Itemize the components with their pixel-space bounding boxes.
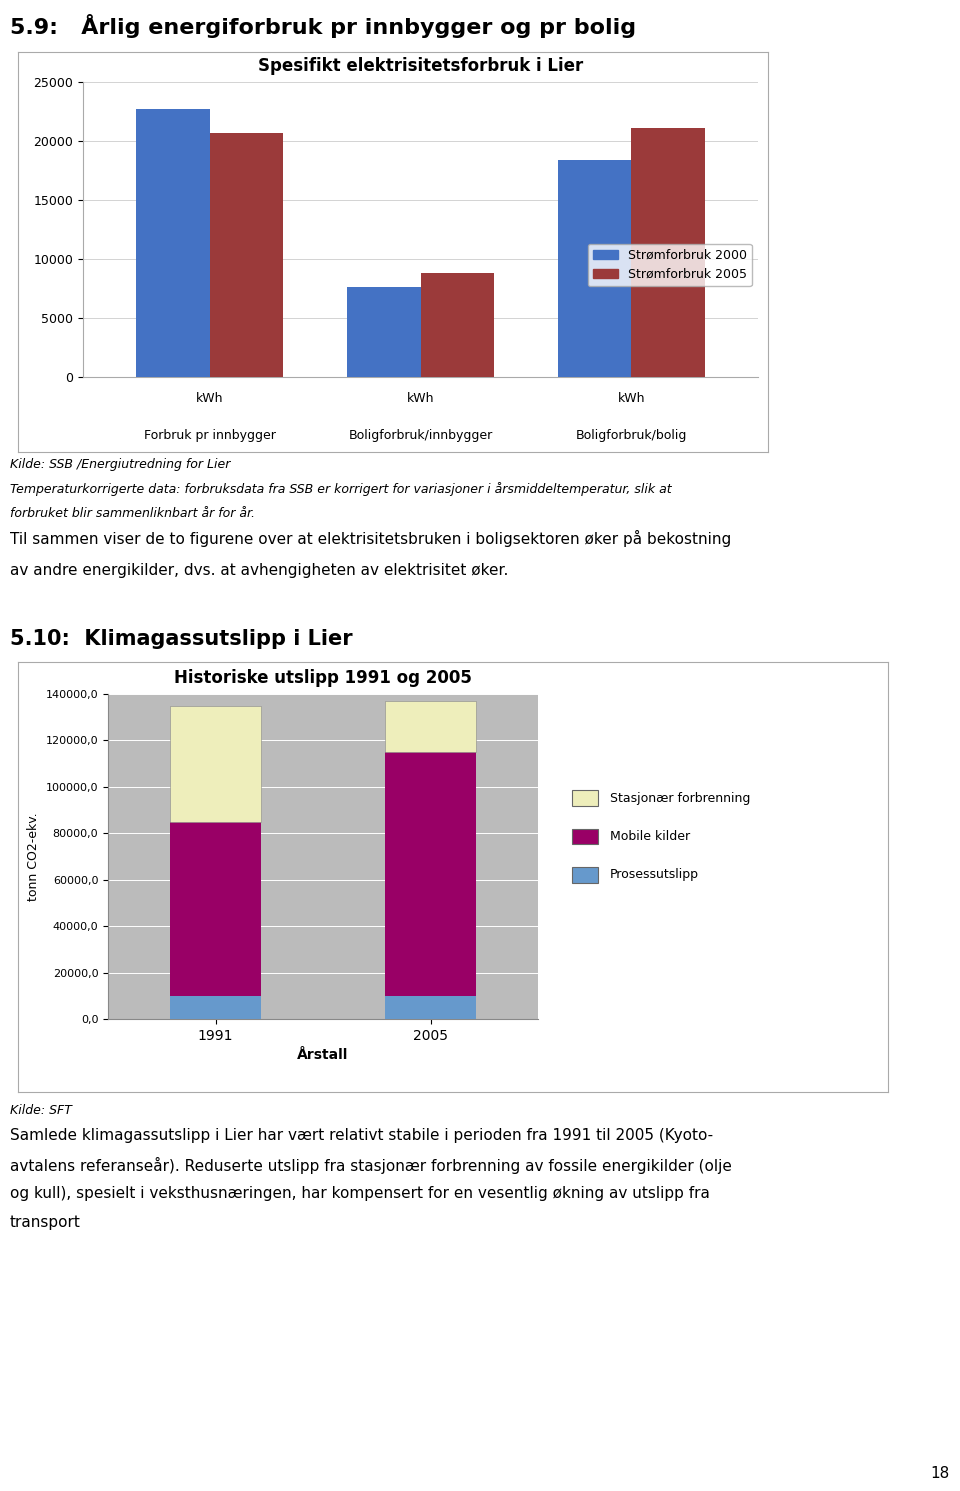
Text: Samlede klimagassutslipp i Lier har vært relativt stabile i perioden fra 1991 ti: Samlede klimagassutslipp i Lier har vært… bbox=[10, 1129, 713, 1144]
FancyBboxPatch shape bbox=[572, 866, 598, 883]
Title: Historiske utslipp 1991 og 2005: Historiske utslipp 1991 og 2005 bbox=[174, 669, 472, 687]
Text: avtalens referanseår). Reduserte utslipp fra stasjonær forbrenning av fossile en: avtalens referanseår). Reduserte utslipp… bbox=[10, 1157, 732, 1175]
Text: kWh: kWh bbox=[196, 392, 224, 404]
Title: Spesifikt elektrisitetsforbruk i Lier: Spesifikt elektrisitetsforbruk i Lier bbox=[258, 57, 583, 75]
Text: Boligforbruk/bolig: Boligforbruk/bolig bbox=[576, 429, 687, 441]
Text: Temperaturkorrigerte data: forbruksdata fra SSB er korrigert for variasjoner i å: Temperaturkorrigerte data: forbruksdata … bbox=[10, 483, 672, 497]
Text: transport: transport bbox=[10, 1215, 81, 1230]
Legend: Strømforbruk 2000, Strømforbruk 2005: Strømforbruk 2000, Strømforbruk 2005 bbox=[588, 243, 752, 286]
Bar bbox=[385, 751, 475, 996]
Bar bbox=[135, 109, 209, 377]
Text: Kilde: SFT: Kilde: SFT bbox=[10, 1103, 72, 1117]
Text: kWh: kWh bbox=[407, 392, 434, 404]
Bar bbox=[558, 160, 632, 377]
FancyBboxPatch shape bbox=[572, 829, 598, 844]
Text: Boligforbruk/innbygger: Boligforbruk/innbygger bbox=[348, 429, 492, 441]
Text: kWh: kWh bbox=[617, 392, 645, 404]
Text: 18: 18 bbox=[931, 1466, 950, 1481]
Bar bbox=[209, 133, 283, 377]
Text: Prosessutslipp: Prosessutslipp bbox=[610, 868, 699, 881]
Text: 5.9:   Årlig energiforbruk pr innbygger og pr bolig: 5.9: Årlig energiforbruk pr innbygger og… bbox=[10, 13, 636, 37]
Bar bbox=[347, 288, 420, 377]
Text: Mobile kilder: Mobile kilder bbox=[610, 830, 690, 842]
Bar bbox=[632, 128, 706, 377]
Y-axis label: tonn CO2-ekv.: tonn CO2-ekv. bbox=[27, 813, 40, 901]
Bar bbox=[170, 996, 261, 1018]
Text: forbruket blir sammenliknbart år for år.: forbruket blir sammenliknbart år for år. bbox=[10, 507, 255, 520]
Text: av andre energikilder, dvs. at avhengigheten av elektrisitet øker.: av andre energikilder, dvs. at avhengigh… bbox=[10, 562, 509, 577]
Text: Kilde: SSB /Energiutredning for Lier: Kilde: SSB /Energiutredning for Lier bbox=[10, 458, 230, 471]
Bar bbox=[170, 705, 261, 822]
Text: Stasjonær forbrenning: Stasjonær forbrenning bbox=[610, 792, 751, 805]
FancyBboxPatch shape bbox=[572, 790, 598, 805]
Text: og kull), spesielt i veksthusnæringen, har kompensert for en vesentlig økning av: og kull), spesielt i veksthusnæringen, h… bbox=[10, 1187, 709, 1202]
X-axis label: Årstall: Årstall bbox=[298, 1048, 348, 1062]
Bar bbox=[385, 701, 475, 751]
Text: Til sammen viser de to figurene over at elektrisitetsbruken i boligsektoren øker: Til sammen viser de to figurene over at … bbox=[10, 529, 732, 547]
Bar bbox=[420, 273, 494, 377]
Text: Forbruk pr innbygger: Forbruk pr innbygger bbox=[144, 429, 276, 441]
Bar bbox=[170, 822, 261, 996]
Bar bbox=[385, 996, 475, 1018]
Text: 5.10:  Klimagassutslipp i Lier: 5.10: Klimagassutslipp i Lier bbox=[10, 629, 352, 649]
